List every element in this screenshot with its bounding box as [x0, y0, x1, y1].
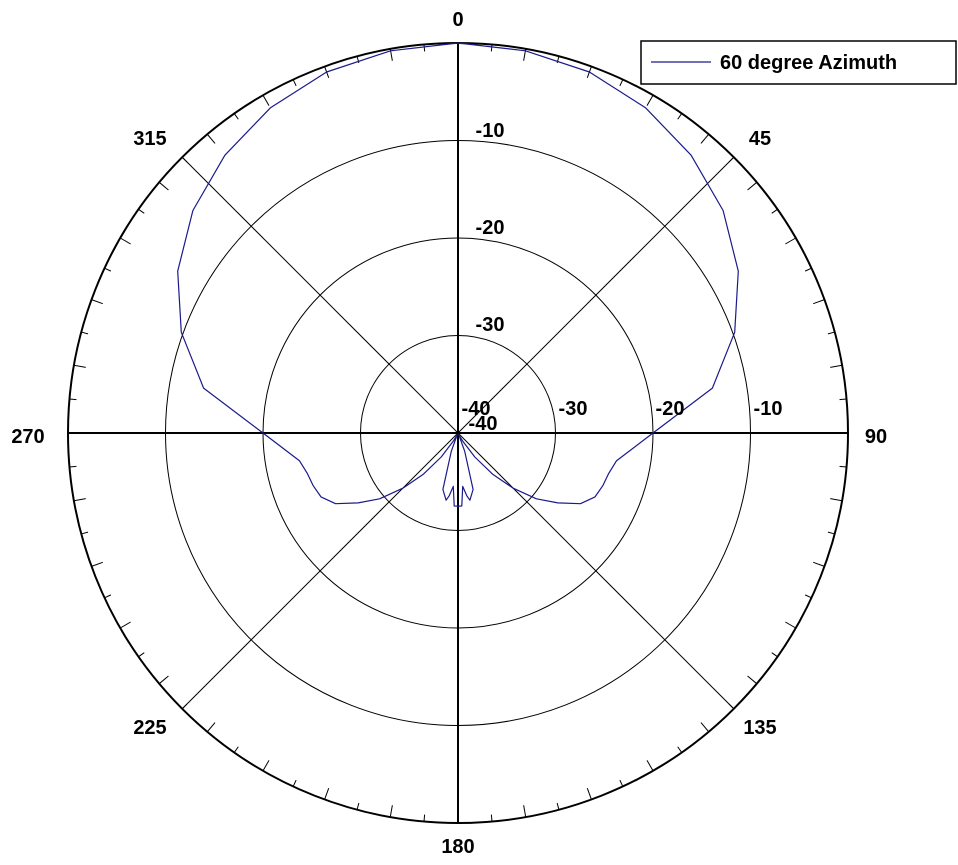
radial-tick-label: -40 [469, 413, 498, 435]
angle-tick [423, 44, 426, 52]
radial-tick-label: -30 [559, 398, 588, 420]
angle-tick [813, 299, 825, 305]
angle-tick [181, 703, 188, 710]
angle-tick [804, 594, 812, 599]
angle-tick [700, 722, 710, 733]
angle-tick [771, 652, 778, 658]
radial-tick-label: -10 [476, 120, 505, 142]
angle-tick [138, 652, 145, 658]
angle-tick [91, 561, 103, 567]
angle-tick [324, 788, 330, 800]
angle-tick [830, 364, 843, 368]
diagonal-spoke [181, 156, 735, 710]
polar-grid [67, 42, 849, 824]
angle-label: 225 [133, 717, 166, 739]
angle-label: 315 [133, 128, 166, 150]
angle-tick [104, 267, 112, 272]
angle-label: 270 [11, 426, 44, 448]
angle-label: 0 [452, 9, 463, 31]
angle-tick [356, 802, 360, 810]
angle-tick [490, 814, 493, 822]
angle-tick [646, 95, 654, 106]
angle-tick [73, 364, 86, 368]
angle-label: 45 [749, 128, 771, 150]
angle-tick [292, 779, 297, 787]
angle-tick [181, 156, 188, 163]
series-line [177, 42, 739, 507]
angle-tick [73, 498, 86, 502]
angle-tick [747, 675, 758, 685]
label-layer: 0 45 90 135 180 225 270 315 -10 -20 -30 -40-40 -30 -2… [11, 9, 887, 858]
angle-tick [490, 44, 493, 52]
angle-tick [747, 181, 758, 191]
angle-tick [619, 79, 624, 87]
legend-entry-label: 60 degree Azimuth [720, 52, 897, 74]
angle-label: 180 [441, 836, 474, 858]
radial-tick-label: -40 [462, 398, 491, 420]
angle-tick [292, 79, 297, 87]
angle-tick [728, 156, 735, 163]
angle-tick [619, 779, 624, 787]
angle-tick [120, 621, 131, 629]
angle-tick [839, 398, 847, 401]
angle-tick [233, 746, 239, 753]
angle-tick [81, 331, 89, 335]
angle-tick [262, 95, 270, 106]
angle-tick [523, 805, 527, 818]
angle-tick [677, 746, 683, 753]
angle-tick [556, 802, 560, 810]
angle-tick [785, 621, 796, 629]
angle-tick [81, 531, 89, 535]
angle-tick [677, 113, 683, 120]
angle-tick [700, 133, 710, 144]
angle-tick [804, 267, 812, 272]
angle-tick [69, 398, 77, 401]
series-layer [177, 42, 739, 507]
angle-tick [104, 594, 112, 599]
angle-tick [728, 703, 735, 710]
radial-tick-label: -30 [476, 314, 505, 336]
angle-tick [158, 181, 169, 191]
angle-tick [839, 465, 847, 468]
angle-tick [206, 133, 216, 144]
angle-tick [158, 675, 169, 685]
legend: 60 degree Azimuth [640, 40, 957, 85]
angle-tick [233, 113, 239, 120]
angle-tick [423, 814, 426, 822]
angle-tick [389, 805, 393, 818]
angle-tick [646, 760, 654, 771]
angle-tick [120, 237, 131, 245]
angle-tick [206, 722, 216, 733]
radial-tick-label: -20 [656, 398, 685, 420]
angle-tick [813, 561, 825, 567]
angle-tick [138, 208, 145, 214]
angle-tick [69, 465, 77, 468]
angle-tick [830, 498, 843, 502]
angle-tick [785, 237, 796, 245]
angle-tick [262, 760, 270, 771]
angle-tick [827, 331, 835, 335]
angle-tick [586, 788, 592, 800]
angle-tick [91, 299, 103, 305]
angle-tick [827, 531, 835, 535]
angle-label: 135 [743, 717, 776, 739]
angle-tick [771, 208, 778, 214]
radial-tick-label: -20 [476, 217, 505, 239]
radial-tick-label: -10 [754, 398, 783, 420]
angle-label: 90 [865, 426, 887, 448]
